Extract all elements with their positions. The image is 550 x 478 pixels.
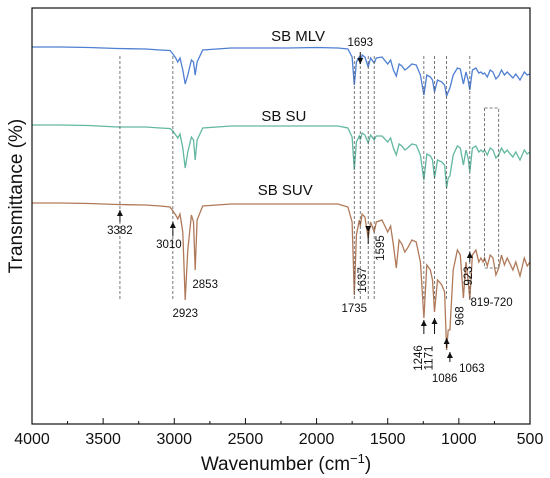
peak-arrow-head-923 — [466, 252, 473, 258]
x-tick-label-1000: 1000 — [441, 431, 477, 448]
plot-layer — [32, 46, 531, 351]
peak-label-1693: 1693 — [347, 37, 373, 49]
peak-label-2923: 2923 — [172, 308, 198, 320]
peak-label-3010: 3010 — [156, 239, 182, 251]
series-line-2 — [32, 124, 531, 189]
x-axis-title-main: Wavenumber (cm — [201, 454, 350, 475]
x-axis-title: Wavenumber (cm−1) — [201, 451, 371, 476]
peak-label-1171: 1171 — [424, 346, 436, 371]
peak-label-1735: 1735 — [341, 303, 367, 315]
series-line-1 — [32, 46, 531, 99]
x-tick-label-3000: 3000 — [156, 431, 192, 448]
series-label-3: SB SUV — [258, 182, 313, 199]
x-axis-title-close: ) — [365, 454, 371, 475]
peak-arrow-head-1171 — [431, 318, 438, 324]
peak-label-2853: 2853 — [192, 279, 218, 291]
peak-arrow-head-3010 — [169, 222, 176, 228]
x-tick-label-1500: 1500 — [370, 431, 406, 448]
axis-layer: 4000 3500 3000 2500 2000 1500 1000 500 — [14, 7, 544, 448]
peak-arrow-head-1246 — [420, 320, 427, 326]
peak-arrow-head-1086 — [443, 338, 450, 344]
x-tick-label-500: 500 — [517, 431, 544, 448]
annotation-layer: 3382 3010 2923 2853 1735 1693 1637 1595 12461171… — [107, 37, 513, 385]
label-layer: Transmittance (%) Wavenumber (cm−1) SB M… — [6, 28, 371, 475]
peak-label-1063: 1063 — [459, 363, 485, 375]
peak-label-1086: 1086 — [432, 373, 458, 385]
peak-arrow-head-1693 — [357, 58, 364, 64]
peak-label-923: 923 — [463, 266, 475, 285]
peak-label-1595: 1595 — [375, 235, 387, 261]
series-label-2: SB SU — [261, 108, 306, 125]
x-axis-title-unit-exp: −1 — [350, 451, 365, 466]
y-axis-title: Transmittance (%) — [6, 119, 27, 274]
peak-label-1246: 1246 — [413, 345, 425, 371]
peak-label-3382: 3382 — [107, 225, 133, 237]
peak-arrow-head-1637 — [365, 226, 372, 232]
x-tick-label-3500: 3500 — [85, 431, 121, 448]
range-box-819-720 — [484, 107, 500, 269]
x-tick-label-2500: 2500 — [228, 431, 264, 448]
peak-arrow-head-1063 — [446, 352, 453, 358]
peak-arrow-head-3382 — [116, 210, 123, 216]
peak-label-819-720: 819-720 — [470, 297, 512, 309]
x-tick-label-2000: 2000 — [299, 431, 335, 448]
peak-label-1637: 1637 — [357, 267, 369, 293]
x-tick-label-4000: 4000 — [14, 431, 50, 448]
series-label-1: SB MLV — [271, 28, 325, 45]
series-line-3 — [32, 202, 531, 351]
peak-label-968: 968 — [454, 306, 466, 325]
